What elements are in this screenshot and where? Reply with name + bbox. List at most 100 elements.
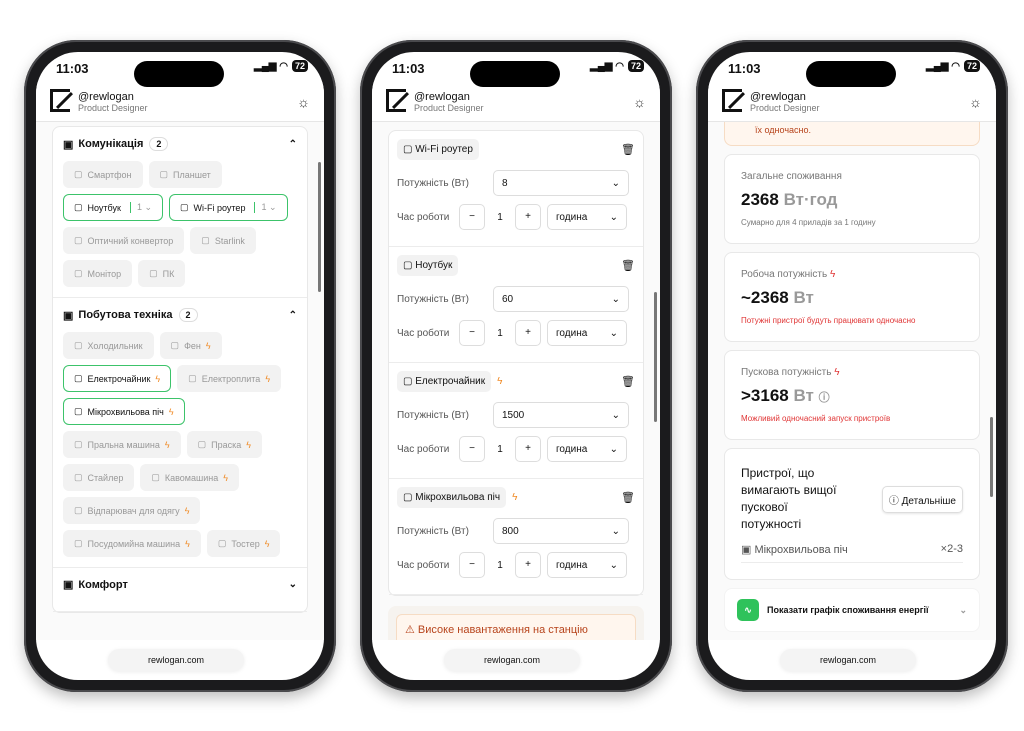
unit-select[interactable]: година ⌄ [547,552,627,578]
theme-toggle-sun-icon[interactable]: ☼ [969,93,982,110]
device-chip[interactable]: ▢ Ноутбук 1 ⌄ [63,194,163,221]
increment-button[interactable]: + [515,436,541,462]
device-chip[interactable]: ▢ Посудомийна машина ϟ [63,530,201,557]
scrollbar[interactable] [990,417,993,497]
device-chip[interactable]: ▢ Пральна машина ϟ [63,431,181,458]
device-chip[interactable]: ▢ Планшет [148,161,222,188]
unit-select[interactable]: година ⌄ [547,320,627,346]
decrement-button[interactable]: − [459,320,485,346]
unit-select[interactable]: година ⌄ [547,436,627,462]
device-chip[interactable]: ▢ Фен ϟ [159,332,222,359]
power-select[interactable]: 1500 ⌄ [493,402,629,428]
unit-select[interactable]: година ⌄ [547,204,627,230]
phone-1: 11:03 ▂▄▆ ◠ 72 @rewlogan Product Designer… [24,40,336,692]
device-label: Електроплита [201,373,261,384]
increment-button[interactable]: + [515,552,541,578]
profile-handle: @rewlogan [750,90,806,103]
category-title: Побутова техніка [78,309,173,321]
decrement-button[interactable]: − [459,436,485,462]
status-icons: ▂▄▆ ◠ 72 [254,60,308,79]
app-header: @rewlogan Product Designer ☼ [372,82,660,122]
app-header: @rewlogan Product Designer ☼ [708,82,996,122]
decrement-button[interactable]: − [459,204,485,230]
details-button[interactable]: ⓘ Детальніше [881,485,963,513]
stat-value: 2368 [741,190,779,209]
trash-icon[interactable]: 🗑 [621,144,635,156]
power-select[interactable]: 8 ⌄ [493,170,629,196]
surge-device-row: ▣ Мікрохвильова піч ×2-3 [741,543,963,563]
device-chip[interactable]: ▢ Мікрохвильова піч ϟ [63,398,185,425]
bolt-icon: ϟ [264,538,270,549]
theme-toggle-sun-icon[interactable]: ☼ [633,93,646,110]
device-chip[interactable]: ▢ Праска ϟ [186,431,262,458]
url-bar[interactable]: rewlogan.com [108,649,244,671]
chevron-down-icon[interactable]: ⌄ [288,579,297,590]
page-body: ▢ Wi-Fi роутер 🗑 Потужність (Вт) 8 ⌄ Час ро… [372,122,660,640]
quantity-select[interactable]: 1 ⌄ [129,202,152,213]
device-label: Відпарювач для одягу [87,505,180,516]
dynamic-island [806,61,896,87]
surge-device: Мікрохвильова піч [754,544,848,556]
category-icon: ▣ [63,138,74,151]
chevron-up-icon[interactable]: ⌃ [288,309,297,321]
power-select[interactable]: 60 ⌄ [493,286,629,312]
bolt-icon: ϟ [512,492,518,503]
bolt-icon: ϟ [497,376,503,387]
device-chip[interactable]: ▢ Холодильник [63,332,154,359]
increment-button[interactable]: + [515,204,541,230]
page-body: їх одночасно. Загальне споживання 2368 Вт·… [708,122,996,640]
device-label: Мікрохвильова піч [87,406,164,417]
device-tag: ▢ Електрочайник [397,371,492,392]
battery-icon: 72 [963,60,980,72]
device-icon: ▢ [74,268,83,278]
device-icon: ▢ [74,406,83,416]
logo-icon[interactable] [386,88,406,112]
profile-handle: @rewlogan [414,90,470,103]
device-icon: ▢ [74,505,83,515]
power-select[interactable]: 800 ⌄ [493,518,629,544]
chart-toggle[interactable]: ∿ Показати графік споживання енергії ⌄ [724,588,980,632]
device-label: Ноутбук [87,202,121,213]
device-chip[interactable]: ▢ Тостер ϟ [206,530,281,557]
device-icon: ▢ [170,340,180,350]
scrollbar[interactable] [318,162,321,292]
device-chip[interactable]: ▢ ПК [138,260,186,287]
device-tag: ▢ Мікрохвильова піч [397,487,507,508]
device-chip[interactable]: ▢ Кавомашина ϟ [140,464,239,491]
status-bar: 11:03 ▂▄▆ ◠ 72 [392,60,644,79]
url-bar[interactable]: rewlogan.com [780,649,916,671]
scrollbar[interactable] [654,292,657,422]
decrement-button[interactable]: − [459,552,485,578]
stat-title: Робоча потужність [741,269,828,280]
chevron-up-icon[interactable]: ⌃ [288,138,297,150]
device-chip[interactable]: ▢ Wi-Fi роутер 1 ⌄ [169,194,288,221]
device-chip[interactable]: ▢ Електрочайник ϟ [63,365,172,392]
device-config: ▢ Ноутбук 🗑 Потужність (Вт) 60 ⌄ Час роботи… [389,247,643,363]
increment-button[interactable]: + [515,320,541,346]
category-header[interactable]: ▣ Комунікація 2 ⌃ [63,137,297,151]
device-chip[interactable]: ▢ Стайлер [63,464,135,491]
device-chip[interactable]: ▢ Електроплита ϟ [177,365,282,392]
device-chip[interactable]: ▢ Starlink [190,227,256,254]
stat-total: Загальне споживання 2368 Вт·год Сумарно дл… [724,154,980,244]
status-bar: 11:03 ▂▄▆ ◠ 72 [728,60,980,79]
url-bar[interactable]: rewlogan.com [444,649,580,671]
device-chip[interactable]: ▢ Смартфон [63,161,143,188]
trash-icon[interactable]: 🗑 [621,260,635,272]
category-header[interactable]: ▣ Побутова техніка 2 ⌃ [63,308,297,322]
quantity-select[interactable]: 1 ⌄ [254,202,277,213]
status-time: 11:03 [392,61,425,76]
logo-icon[interactable] [722,88,742,112]
logo-icon[interactable] [50,88,70,112]
theme-toggle-sun-icon[interactable]: ☼ [297,93,310,110]
category-header[interactable]: ▣ Комфорт ⌄ [63,578,297,592]
trash-icon[interactable]: 🗑 [621,492,635,504]
device-chip[interactable]: ▢ Оптичний конвертор [63,227,185,254]
device-tag: ▢ Wi-Fi роутер [397,139,479,160]
device-chip[interactable]: ▢ Відпарювач для одягу ϟ [63,497,201,524]
device-chip[interactable]: ▢ Монітор [63,260,133,287]
trash-icon[interactable]: 🗑 [621,376,635,388]
device-label: Starlink [214,235,245,246]
info-icon[interactable]: ⓘ [818,392,830,404]
device-icon: ▢ [74,340,83,350]
